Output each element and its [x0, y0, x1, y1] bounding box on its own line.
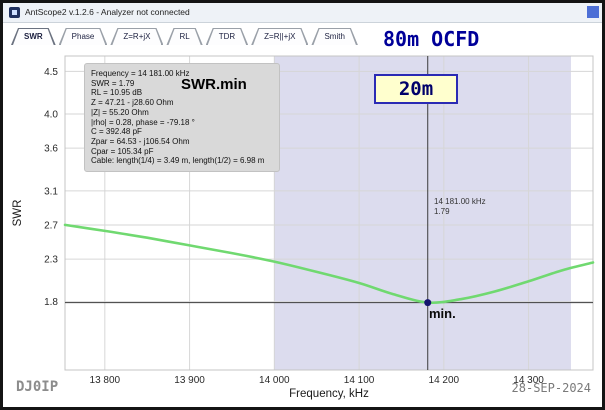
x-tick-label: 14 200	[429, 375, 460, 386]
measurement-info-box: Frequency = 14 181.00 kHz SWR = 1.79 RL …	[84, 63, 280, 173]
date-stamp: 28-SEP-2024	[511, 381, 591, 395]
y-tick-label: 4.0	[44, 110, 58, 121]
info-cable: Cable: length(1/4) = 3.49 m, length(1/2)…	[91, 156, 265, 166]
tab-rl[interactable]: RL	[166, 28, 202, 45]
y-tick-label: 3.6	[44, 144, 58, 155]
y-tick-label: 2.3	[44, 255, 58, 266]
tab-label: Smith	[324, 32, 345, 41]
x-tick-label: 13 900	[174, 375, 205, 386]
min-marker-dot[interactable]	[424, 299, 432, 307]
info-zpar: Zpar = 64.53 - j106.54 Ohm	[91, 136, 190, 146]
tab-label: SWR	[24, 32, 43, 41]
x-axis-label: Frequency, kHz	[289, 388, 369, 400]
window-title: AntScope2 v.1.2.6 - Analyzer not connect…	[25, 7, 190, 17]
title-bar: AntScope2 v.1.2.6 - Analyzer not connect…	[3, 3, 602, 23]
x-tick-label: 14 300	[513, 375, 544, 386]
tab-smith[interactable]: Smith	[311, 28, 357, 45]
min-point-label: min.	[429, 306, 456, 321]
info-z-mag: |Z| = 55.20 Ohm	[91, 107, 149, 117]
x-tick-label: 14 100	[344, 375, 375, 386]
titlebar-corner-widget[interactable]	[587, 6, 599, 18]
y-tick-label: 1.8	[44, 297, 58, 308]
info-rl: RL = 10.95 dB	[91, 88, 143, 98]
tab-label: Z=R+jX	[123, 32, 151, 41]
tab-tdr[interactable]: TDR	[206, 28, 248, 45]
tab-label: Z=R||+jX	[264, 32, 296, 41]
callsign-watermark: DJ0IP	[16, 379, 59, 395]
y-tick-label: 4.5	[44, 67, 58, 78]
info-cpar: Cpar = 105.34 pF	[91, 146, 154, 156]
y-tick-label: 3.1	[44, 186, 58, 197]
cursor-frequency: 14 181.00 kHz	[434, 197, 486, 206]
tab-phase[interactable]: Phase	[59, 28, 108, 45]
tab-swr[interactable]: SWR	[11, 28, 56, 45]
x-tick-label: 13 800	[90, 375, 121, 386]
band-region	[274, 56, 571, 370]
tab-label: Phase	[71, 32, 95, 41]
info-z: Z = 47.21 - j28.60 Ohm	[91, 98, 174, 108]
tab-label: TDR	[218, 32, 236, 41]
x-tick-label: 14 000	[259, 375, 290, 386]
info-frequency: Frequency = 14 181.00 kHz	[91, 69, 190, 78]
info-swr: SWR = 1.79	[91, 78, 135, 88]
cursor-readout: 14 181.00 kHz 1.79	[434, 197, 486, 217]
swr-chart-canvas[interactable]: 13 800 13 900 14 000 14 100 14 200 14 300 4.5 4…	[3, 3, 602, 407]
tab-z-r-jx[interactable]: Z=R+jX	[110, 28, 163, 45]
cursor-swr-value: 1.79	[434, 207, 450, 216]
view-tab-bar: SWR Phase Z=R+jX RL TDR Z=R||+jX Smith	[11, 19, 361, 45]
info-rho: |rho| = 0.28, phase = -79.18 °	[91, 117, 195, 127]
y-axis-label: SWR	[12, 199, 24, 227]
app-icon	[9, 7, 20, 18]
tab-z-parallel[interactable]: Z=R||+jX	[251, 28, 308, 45]
info-c: C = 392.48 pF	[91, 127, 142, 137]
swr-min-annotation: SWR.min	[181, 76, 247, 93]
tab-label: RL	[179, 32, 190, 41]
antenna-title: 80m OCFD	[383, 27, 480, 51]
band-20m-box: 20m	[374, 74, 458, 104]
swr-curve	[63, 223, 595, 305]
y-tick-label: 2.7	[44, 220, 58, 231]
plot-border	[64, 55, 594, 371]
